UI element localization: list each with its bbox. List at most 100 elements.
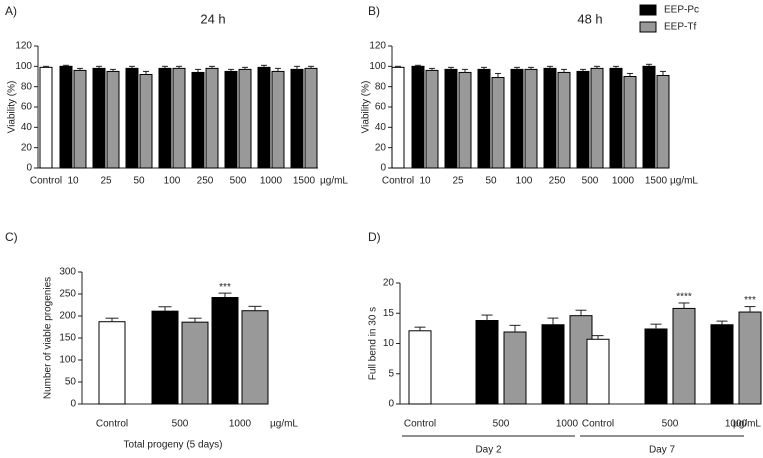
x-tick-label: 10 bbox=[419, 176, 431, 187]
y-tick-label: 40 bbox=[21, 122, 33, 133]
annotation: *** bbox=[744, 295, 756, 306]
bar bbox=[304, 67, 318, 169]
bar bbox=[576, 70, 590, 169]
bar bbox=[271, 70, 285, 169]
x-tick-label: 250 bbox=[549, 176, 566, 187]
group-label: Day 2 bbox=[475, 445, 502, 456]
x-unit: µg/mL bbox=[270, 419, 298, 430]
y-tick-label: 0 bbox=[26, 163, 32, 174]
bar bbox=[158, 67, 172, 169]
y-tick-label: 0 bbox=[70, 399, 76, 410]
y-tick-label: 300 bbox=[59, 267, 76, 278]
y-axis-label: Viability (%) bbox=[361, 81, 372, 134]
x-tick-label: Control bbox=[582, 419, 614, 430]
y-tick-label: 0 bbox=[380, 163, 386, 174]
bar bbox=[211, 297, 239, 405]
legend-label: EEP-Pc bbox=[664, 5, 699, 16]
bar bbox=[408, 330, 432, 405]
x-tick-label: 1500 bbox=[293, 176, 316, 187]
y-tick-label: 10 bbox=[383, 338, 395, 349]
x-axis-label: Total progeny (5 days) bbox=[124, 440, 223, 451]
bar bbox=[224, 70, 238, 169]
x-tick-label: 25 bbox=[452, 176, 464, 187]
bar bbox=[425, 69, 439, 169]
bar bbox=[541, 324, 565, 405]
x-tick-label: 1000 bbox=[612, 176, 635, 187]
y-tick-label: 250 bbox=[59, 289, 76, 300]
y-tick-label: 100 bbox=[59, 355, 76, 366]
legend-swatch bbox=[639, 21, 657, 33]
y-tick-label: 20 bbox=[383, 278, 395, 289]
bar bbox=[39, 66, 53, 169]
panel-label: A) bbox=[5, 4, 17, 18]
bar bbox=[391, 66, 405, 169]
x-tick-label: 500 bbox=[172, 419, 189, 430]
y-tick-label: 20 bbox=[21, 142, 33, 153]
bar bbox=[139, 73, 153, 169]
bar bbox=[191, 71, 205, 169]
x-unit: µg/mL bbox=[670, 176, 698, 187]
panel-label: D) bbox=[368, 230, 381, 244]
y-tick-label: 80 bbox=[375, 81, 387, 92]
bar bbox=[510, 68, 524, 169]
x-tick-label: 50 bbox=[133, 176, 145, 187]
group-label: Day 7 bbox=[649, 445, 676, 456]
x-tick-label: 500 bbox=[230, 176, 247, 187]
bar bbox=[738, 311, 762, 405]
x-unit: µg/mL bbox=[733, 419, 761, 430]
bar bbox=[172, 67, 186, 169]
bar bbox=[586, 338, 610, 405]
x-tick-label: 10 bbox=[67, 176, 79, 187]
y-tick-label: 120 bbox=[15, 41, 32, 52]
bar bbox=[557, 71, 571, 169]
y-tick-label: 60 bbox=[375, 102, 387, 113]
y-axis-label: Viability (%) bbox=[7, 81, 18, 134]
y-tick-label: 40 bbox=[375, 122, 387, 133]
annotation: **** bbox=[676, 292, 692, 303]
bar bbox=[257, 66, 271, 169]
bar bbox=[491, 77, 505, 169]
bar bbox=[609, 67, 623, 169]
bar bbox=[656, 74, 670, 169]
bar bbox=[181, 321, 209, 405]
bar bbox=[411, 65, 425, 169]
bar bbox=[106, 70, 120, 169]
bar bbox=[644, 328, 668, 405]
bar bbox=[238, 68, 252, 169]
bar bbox=[241, 310, 269, 405]
bar bbox=[642, 65, 656, 169]
y-tick-label: 100 bbox=[15, 61, 32, 72]
bar bbox=[444, 68, 458, 169]
x-tick-label: 1000 bbox=[556, 419, 579, 430]
y-tick-label: 80 bbox=[21, 81, 33, 92]
panel-label: B) bbox=[368, 4, 380, 18]
x-tick-label: 250 bbox=[197, 176, 214, 187]
bar bbox=[477, 68, 491, 169]
x-tick-label: Control bbox=[96, 419, 128, 430]
x-tick-label: Control bbox=[30, 176, 62, 187]
bar bbox=[672, 307, 696, 405]
y-tick-label: 5 bbox=[388, 368, 394, 379]
bar bbox=[205, 67, 219, 169]
x-tick-label: 500 bbox=[662, 419, 679, 430]
bar bbox=[475, 320, 499, 405]
x-tick-label: Control bbox=[404, 419, 436, 430]
x-unit: µg/mL bbox=[320, 176, 348, 187]
x-tick-label: Control bbox=[382, 176, 414, 187]
x-tick-label: 25 bbox=[100, 176, 112, 187]
y-tick-label: 150 bbox=[59, 333, 76, 344]
x-tick-label: 1000 bbox=[725, 419, 748, 430]
x-tick-label: 1000 bbox=[260, 176, 283, 187]
x-tick-label: 100 bbox=[516, 176, 533, 187]
bar bbox=[524, 68, 538, 169]
y-tick-label: 100 bbox=[369, 61, 386, 72]
y-tick-label: 60 bbox=[21, 102, 33, 113]
y-tick-label: 50 bbox=[65, 377, 77, 388]
x-tick-label: 100 bbox=[164, 176, 181, 187]
x-tick-label: 1500 bbox=[645, 176, 668, 187]
bar bbox=[92, 67, 106, 169]
x-tick-label: 500 bbox=[582, 176, 599, 187]
bar bbox=[503, 331, 527, 405]
x-tick-label: 500 bbox=[493, 419, 510, 430]
